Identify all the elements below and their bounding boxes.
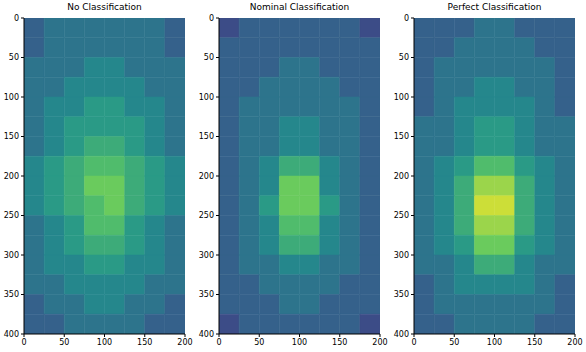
- svg-text:100: 100: [4, 93, 19, 102]
- svg-text:50: 50: [449, 338, 459, 347]
- svg-text:0: 0: [216, 338, 221, 347]
- svg-text:0: 0: [14, 14, 19, 23]
- svg-text:400: 400: [4, 330, 19, 339]
- svg-text:50: 50: [204, 53, 214, 62]
- svg-text:150: 150: [199, 132, 214, 141]
- svg-text:200: 200: [177, 338, 192, 347]
- svg-text:250: 250: [4, 211, 19, 220]
- html-text:Perfect Classification: Perfect Classification: [447, 2, 542, 12]
- html-text:No Classification: No Classification: [67, 2, 142, 12]
- svg-text:200: 200: [567, 338, 582, 347]
- svg-text:150: 150: [137, 338, 152, 347]
- svg-text:400: 400: [394, 330, 409, 339]
- svg-text:50: 50: [59, 338, 69, 347]
- svg-text:50: 50: [9, 53, 19, 62]
- svg-text:200: 200: [199, 172, 214, 181]
- svg-text:0: 0: [209, 14, 214, 23]
- svg-text:200: 200: [4, 172, 19, 181]
- svg-text:350: 350: [4, 290, 19, 299]
- svg-text:50: 50: [254, 338, 264, 347]
- svg-text:250: 250: [199, 211, 214, 220]
- svg-text:100: 100: [97, 338, 112, 347]
- svg-text:400: 400: [199, 330, 214, 339]
- html-text:Nominal Classification: Nominal Classification: [249, 2, 350, 12]
- svg-text:100: 100: [292, 338, 307, 347]
- svg-text:0: 0: [404, 14, 409, 23]
- svg-text:150: 150: [332, 338, 347, 347]
- svg-text:150: 150: [394, 132, 409, 141]
- svg-text:0: 0: [21, 338, 26, 347]
- svg-text:350: 350: [199, 290, 214, 299]
- svg-text:200: 200: [372, 338, 387, 347]
- svg-text:100: 100: [199, 93, 214, 102]
- svg-text:300: 300: [4, 251, 19, 260]
- svg-text:250: 250: [394, 211, 409, 220]
- svg-text:50: 50: [399, 53, 409, 62]
- svg-text:300: 300: [394, 251, 409, 260]
- svg-text:200: 200: [394, 172, 409, 181]
- svg-text:100: 100: [394, 93, 409, 102]
- svg-text:100: 100: [487, 338, 502, 347]
- svg-text:300: 300: [199, 251, 214, 260]
- svg-text:0: 0: [411, 338, 416, 347]
- svg-text:350: 350: [394, 290, 409, 299]
- svg-text:150: 150: [4, 132, 19, 141]
- svg-text:150: 150: [527, 338, 542, 347]
